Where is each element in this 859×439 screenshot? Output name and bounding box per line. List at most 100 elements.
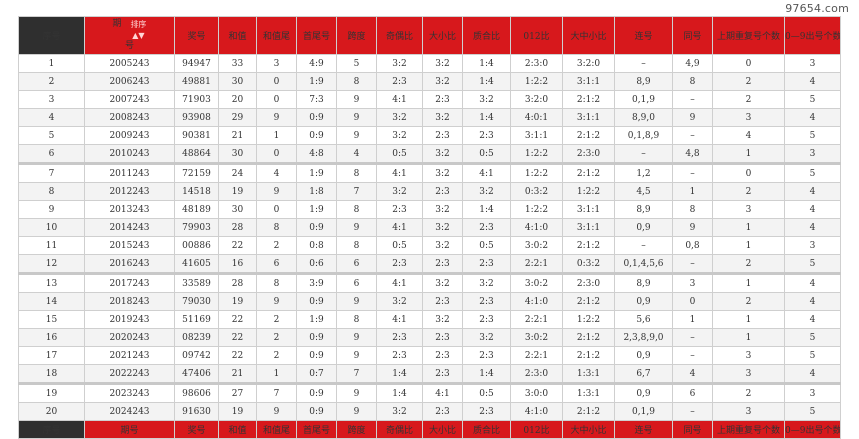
cell-period: 2014243	[84, 218, 175, 237]
table-row: 12 2016243 41605 16 6 0:6 6 2:3 2:3 2:3 2:2:1 0:3:2…	[18, 254, 841, 274]
cell-span: 9	[336, 328, 377, 347]
cell-big-small: 3:2	[422, 108, 463, 127]
cell-digits-count: 5	[784, 254, 841, 274]
cell-big-small: 2:3	[422, 182, 463, 201]
cell-same: 4,9	[672, 54, 713, 73]
cell-first-last: 0:9	[296, 382, 337, 403]
cell-prize: 71903	[174, 90, 219, 109]
cell-sum: 16	[218, 254, 257, 274]
cell-prize: 51169	[174, 310, 219, 329]
cell-digits-count: 5	[784, 346, 841, 365]
cell-sum-tail: 1	[256, 364, 297, 384]
footer-period: 期号	[84, 420, 175, 439]
col-header-digits-count: 0—9出号个数	[784, 16, 841, 55]
table-row: 16 2020243 08239 22 2 0:9 9 2:3 2:3 3:2 3:0:2 2:1:2…	[18, 328, 841, 347]
cell-sum-tail: 9	[256, 108, 297, 127]
footer-prime-composite: 质合比	[462, 420, 511, 439]
cell-sum: 22	[218, 236, 257, 255]
cell-sum-tail: 0	[256, 144, 297, 164]
cell-odd-even: 3:2	[376, 126, 423, 145]
cell-index: 7	[18, 162, 85, 183]
cell-prime-composite: 2:3	[462, 292, 511, 311]
cell-big-mid-small: 3:1:1	[562, 218, 615, 237]
cell-sum: 27	[218, 382, 257, 403]
cell-same: 4	[672, 364, 713, 384]
cell-consecutive: 8,9	[614, 272, 673, 293]
cell-consecutive: 0,1,9	[614, 402, 673, 421]
cell-big-mid-small: 2:1:2	[562, 402, 615, 421]
cell-index: 8	[18, 182, 85, 201]
cell-prize: 33589	[174, 272, 219, 293]
cell-sum: 20	[218, 90, 257, 109]
period-label-sub: 号	[124, 41, 134, 51]
cell-span: 7	[336, 182, 377, 201]
cell-big-small: 3:2	[422, 236, 463, 255]
cell-consecutive: 0,9	[614, 292, 673, 311]
cell-prime-composite: 2:3	[462, 402, 511, 421]
sort-toggle[interactable]: 排序 ▲▼	[130, 19, 146, 41]
table-row: 4 2008243 93908 29 9 0:9 9 3:2 3:2 1:4 4:0:1 3:1:1 8…	[18, 108, 841, 127]
cell-span: 9	[336, 382, 377, 403]
cell-big-mid-small: 2:3:0	[562, 272, 615, 293]
cell-sum-tail: 8	[256, 272, 297, 293]
cell-first-last: 0:6	[296, 254, 337, 274]
col-header-period[interactable]: 期 排序 ▲▼ 号	[84, 16, 175, 55]
cell-odd-even: 2:3	[376, 200, 423, 219]
cell-consecutive: 0,1,4,5,6	[614, 254, 673, 274]
col-header-consecutive: 连号	[614, 16, 673, 55]
cell-first-last: 1:9	[296, 200, 337, 219]
cell-big-mid-small: 3:1:1	[562, 108, 615, 127]
cell-repeat-count: 0	[712, 162, 785, 183]
cell-prime-composite: 0:5	[462, 382, 511, 403]
cell-repeat-count: 2	[712, 292, 785, 311]
footer-prize: 奖号	[174, 420, 219, 439]
cell-repeat-count: 1	[712, 144, 785, 164]
cell-012-ratio: 0:3:2	[510, 182, 563, 201]
cell-consecutive: 4,5	[614, 182, 673, 201]
cell-repeat-count: 3	[712, 108, 785, 127]
table-row: 13 2017243 33589 28 8 3:9 6 4:1 3:2 3:2 3:0:2 2:3:0…	[18, 272, 841, 293]
cell-consecutive: 0,9	[614, 382, 673, 403]
cell-digits-count: 5	[784, 328, 841, 347]
cell-digits-count: 5	[784, 402, 841, 421]
cell-prize: 49881	[174, 72, 219, 91]
cell-big-small: 3:2	[422, 272, 463, 293]
cell-digits-count: 5	[784, 162, 841, 183]
cell-digits-count: 3	[784, 236, 841, 255]
cell-sum: 21	[218, 126, 257, 145]
cell-big-small: 2:3	[422, 346, 463, 365]
col-header-repeat-count: 上期重复号个数	[712, 16, 785, 55]
cell-period: 2015243	[84, 236, 175, 255]
cell-consecutive: 8,9	[614, 72, 673, 91]
cell-big-small: 3:2	[422, 218, 463, 237]
cell-big-mid-small: 2:1:2	[562, 162, 615, 183]
sort-label: 排序	[130, 20, 147, 29]
cell-012-ratio: 3:0:2	[510, 236, 563, 255]
table-row: 18 2022243 47406 21 1 0:7 7 1:4 2:3 1:4 2:3:0 1:3:1…	[18, 364, 841, 384]
cell-big-small: 3:2	[422, 200, 463, 219]
cell-odd-even: 2:3	[376, 328, 423, 347]
cell-big-mid-small: 0:3:2	[562, 254, 615, 274]
footer-span: 跨度	[336, 420, 377, 439]
table-row: 15 2019243 51169 22 2 1:9 8 4:1 3:2 2:3 2:2:1 1:2:2…	[18, 310, 841, 329]
cell-repeat-count: 3	[712, 346, 785, 365]
cell-period: 2012243	[84, 182, 175, 201]
table-row: 19 2023243 98606 27 7 0:9 9 1:4 4:1 0:5 3:0:0 1:3:1…	[18, 382, 841, 403]
cell-span: 9	[336, 108, 377, 127]
cell-span: 8	[336, 162, 377, 183]
cell-prime-composite: 1:4	[462, 200, 511, 219]
col-header-big-small: 大小比	[422, 16, 463, 55]
cell-sum: 30	[218, 72, 257, 91]
table-row: 8 2012243 14518 19 9 1:8 7 3:2 2:3 3:2 0:3:2 1:2:2 4…	[18, 182, 841, 201]
cell-sum-tail: 9	[256, 182, 297, 201]
cell-odd-even: 3:2	[376, 402, 423, 421]
cell-prime-composite: 3:2	[462, 182, 511, 201]
cell-012-ratio: 4:1:0	[510, 218, 563, 237]
col-header-big-mid-small: 大中小比	[562, 16, 615, 55]
cell-same: 4,8	[672, 144, 713, 164]
cell-repeat-count: 3	[712, 200, 785, 219]
cell-index: 13	[18, 272, 85, 293]
cell-same: –	[672, 402, 713, 421]
cell-repeat-count: 3	[712, 402, 785, 421]
cell-odd-even: 1:4	[376, 364, 423, 384]
